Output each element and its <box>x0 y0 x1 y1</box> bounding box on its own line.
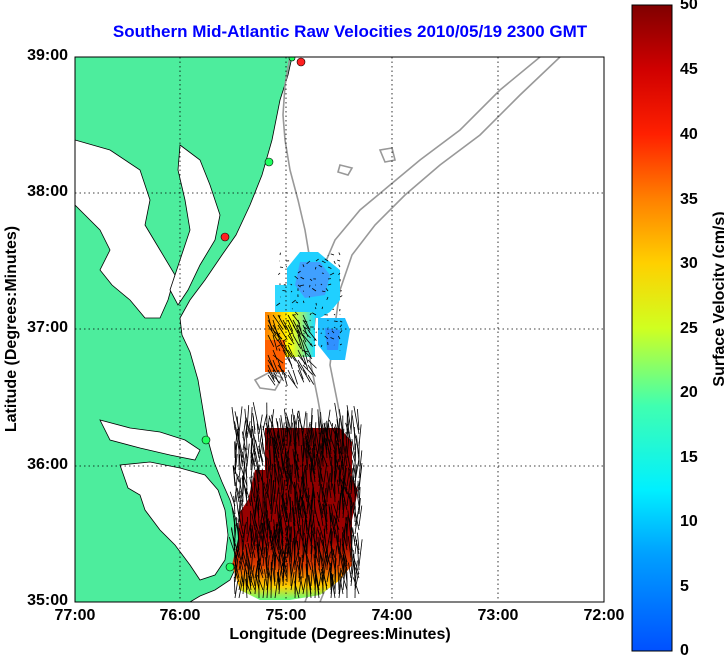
colorbar-tick-label: 15 <box>680 449 698 467</box>
colorbar-tick-label: 30 <box>680 255 698 273</box>
x-tick-label: 74:00 <box>357 607 427 625</box>
velocity-arrow <box>234 519 235 542</box>
colorbar-tick-label: 35 <box>680 191 698 209</box>
velocity-arrow <box>339 418 340 442</box>
x-axis-label: Longitude (Degrees:Minutes) <box>130 626 550 644</box>
x-tick-label: 72:00 <box>569 607 639 625</box>
radar-site-marker <box>297 58 305 66</box>
colorbar-label: Surface Velocity (cm/s) <box>711 159 724 439</box>
colorbar-tick-label: 20 <box>680 384 698 402</box>
radar-site-marker <box>221 233 229 241</box>
radar-site-marker <box>226 563 234 571</box>
velocity-arrow <box>278 569 279 590</box>
x-tick-label: 75:00 <box>251 607 321 625</box>
velocity-arrow <box>298 422 299 446</box>
velocity-arrow <box>282 290 286 291</box>
radar-site-marker <box>289 55 295 61</box>
colorbar-tick-label: 25 <box>680 320 698 338</box>
velocity-arrow <box>286 266 287 267</box>
colorbar-tick-label: 40 <box>680 126 698 144</box>
colorbar <box>632 5 672 651</box>
velocity-arrow <box>322 273 324 274</box>
colorbar-tick-label: 45 <box>680 61 698 79</box>
y-tick-label: 39:00 <box>18 47 68 65</box>
x-tick-label: 76:00 <box>145 607 215 625</box>
y-tick-label: 38:00 <box>18 183 68 201</box>
velocity-arrow <box>280 267 283 268</box>
colorbar-tick-label: 50 <box>680 0 698 14</box>
y-axis-label: Latitude (Degrees:Minutes) <box>3 189 21 469</box>
velocity-arrow <box>334 321 338 322</box>
radar-site-marker <box>265 158 273 166</box>
velocity-arrow <box>328 333 329 334</box>
colorbar-tick-label: 0 <box>680 642 689 660</box>
y-tick-label: 37:00 <box>18 319 68 337</box>
y-tick-label: 36:00 <box>18 456 68 474</box>
y-tick-label: 35:00 <box>18 592 68 610</box>
colorbar-tick-label: 5 <box>680 578 689 596</box>
colorbar-tick-label: 10 <box>680 513 698 531</box>
x-tick-label: 73:00 <box>463 607 533 625</box>
radar-site-marker <box>202 436 210 444</box>
